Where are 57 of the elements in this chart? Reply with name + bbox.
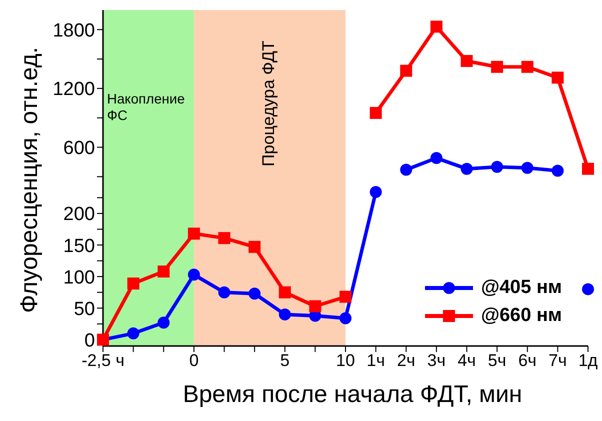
y-tick-label: 1200 bbox=[52, 79, 95, 100]
point bbox=[430, 20, 442, 33]
point bbox=[582, 283, 594, 296]
y-tick-label: 0 bbox=[84, 330, 95, 352]
x-tick-label: 5ч bbox=[488, 351, 506, 370]
point bbox=[218, 232, 230, 244]
point bbox=[278, 286, 291, 298]
y-axis-title: Флуоресценция, отн.ед. bbox=[16, 47, 44, 313]
x-tick-label: 4ч bbox=[458, 351, 476, 370]
point bbox=[370, 186, 382, 198]
point bbox=[278, 308, 291, 320]
point bbox=[248, 288, 261, 300]
y-tick-label: 1800 bbox=[52, 20, 95, 42]
legend-label: @405 нм bbox=[480, 277, 562, 299]
x-tick-label: 7ч bbox=[548, 351, 567, 370]
point bbox=[248, 240, 261, 253]
point bbox=[552, 72, 564, 84]
point bbox=[582, 162, 594, 175]
legend-label: @660 нм bbox=[480, 305, 562, 327]
point bbox=[309, 300, 322, 312]
point bbox=[491, 60, 504, 73]
point bbox=[158, 266, 170, 278]
x-tick-label: -2,5 ч bbox=[82, 351, 124, 370]
point bbox=[491, 160, 504, 173]
point bbox=[340, 290, 352, 303]
x-tick-label: 10 bbox=[336, 351, 355, 370]
y-tick-label: 50 bbox=[74, 298, 95, 320]
x-tick-label: 1д bbox=[578, 351, 598, 370]
point bbox=[521, 162, 534, 174]
x-axis-title: Время после начала ФДТ, мин bbox=[182, 381, 524, 409]
point bbox=[460, 54, 473, 67]
point bbox=[460, 162, 473, 175]
x-tick-label: 5 bbox=[280, 351, 290, 370]
x-tick-label: 2ч bbox=[396, 351, 416, 370]
y-tick-label: 200 bbox=[63, 204, 95, 226]
y-tick-label: 150 bbox=[63, 236, 95, 257]
point bbox=[127, 327, 140, 340]
point bbox=[158, 316, 170, 329]
y-tick-label: 600 bbox=[63, 138, 95, 159]
point bbox=[400, 64, 412, 77]
x-tick-label: 1ч bbox=[366, 351, 385, 370]
point bbox=[340, 312, 352, 324]
point bbox=[521, 60, 534, 73]
band-label: Накопление ФС bbox=[107, 90, 186, 124]
point bbox=[188, 228, 200, 240]
x-tick-label: 0 bbox=[189, 351, 199, 370]
y-tick-label: 100 bbox=[63, 267, 95, 288]
x-tick-label: 6ч bbox=[518, 351, 537, 370]
point bbox=[188, 268, 200, 281]
band-label: Процедура ФДТ bbox=[259, 40, 278, 166]
point bbox=[400, 164, 412, 176]
point bbox=[127, 278, 140, 290]
point bbox=[430, 152, 442, 164]
point bbox=[218, 286, 230, 298]
point bbox=[552, 164, 564, 177]
point bbox=[370, 106, 382, 119]
x-tick-label: 3ч bbox=[427, 351, 446, 370]
